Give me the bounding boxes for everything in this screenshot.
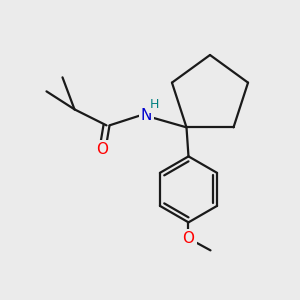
Text: O: O <box>97 142 109 157</box>
Text: O: O <box>182 231 194 246</box>
Text: N: N <box>141 108 152 123</box>
Text: H: H <box>150 98 159 111</box>
